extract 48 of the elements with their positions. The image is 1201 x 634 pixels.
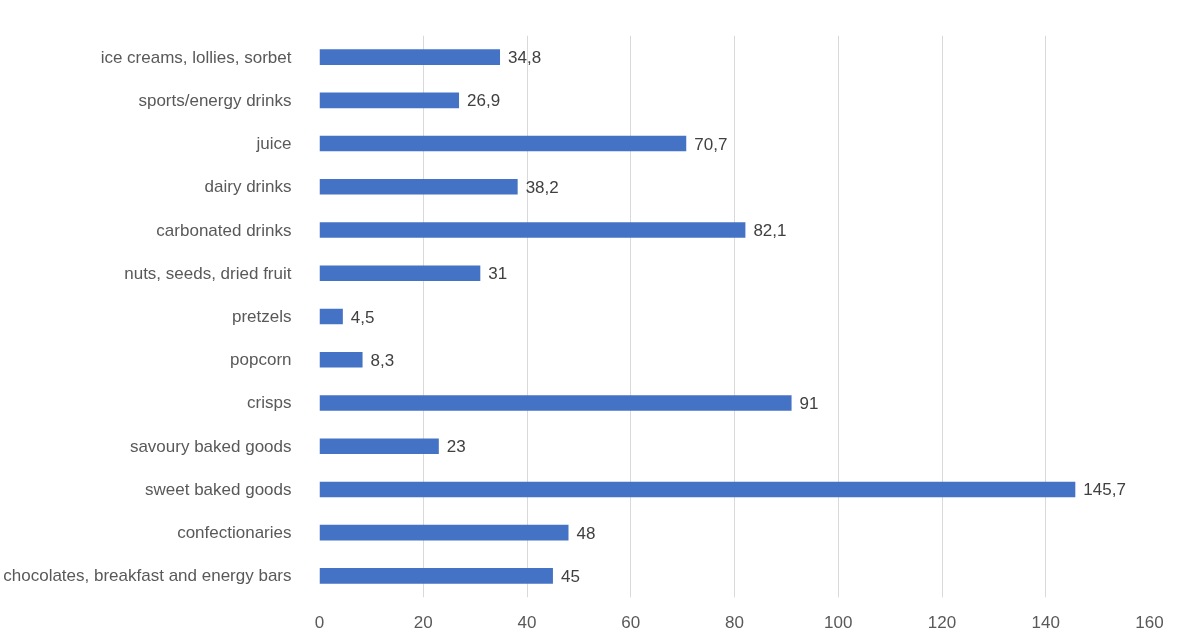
x-tick-label: 80 [725,612,744,632]
x-tick-label: 160 [1135,612,1164,632]
x-tick-label: 0 [314,612,325,632]
bar [319,265,481,282]
y-tick-label: pretzels [231,307,292,326]
data-label: 8,3 [370,350,395,370]
y-tick-label: juice [255,134,292,154]
data-label: 26,9 [467,91,501,111]
x-tick-label: 60 [621,612,641,632]
x-tick-label: 140 [1031,612,1060,632]
y-tick-label: crisps [247,393,292,413]
y-tick-label: confectionaries [177,523,292,543]
data-label: 48 [576,523,596,543]
y-tick-label: popcorn [230,350,292,370]
bar [319,395,792,411]
x-tick-label: 20 [413,612,433,632]
data-label: 23 [446,437,466,457]
data-label: 145,7 [1083,480,1126,500]
x-tick-label: 100 [824,612,853,632]
bar [319,568,553,584]
bar [319,308,343,325]
bar [319,524,569,541]
bar [319,179,518,195]
bar [319,135,687,152]
x-tick-label: 40 [517,612,537,632]
data-label: 45 [560,566,580,586]
bar [319,49,501,65]
data-label: 91 [799,393,819,413]
x-tick-label: 120 [927,612,957,632]
y-tick-label: dairy drinks [204,177,292,197]
bar [319,438,439,454]
data-label: 70,7 [694,134,728,154]
data-label: 31 [488,264,508,284]
y-tick-label: savoury baked goods [129,436,292,456]
y-tick-label: ice creams, lollies, sorbet [100,47,292,67]
bar [319,92,460,109]
y-tick-label: carbonated drinks [156,220,292,240]
y-tick-label: sports/energy drinks [138,90,292,110]
bar [319,481,1076,498]
bar [319,222,746,238]
data-label: 34,8 [508,48,542,68]
data-label: 4,5 [350,307,375,327]
y-tick-label: chocolates, breakfast and energy bars [3,566,292,586]
y-tick-label: nuts, seeds, dried fruit [124,263,292,283]
bar [319,351,363,368]
y-tick-label: sweet baked goods [145,479,292,499]
data-label: 82,1 [753,221,787,241]
data-label: 38,2 [525,177,559,197]
